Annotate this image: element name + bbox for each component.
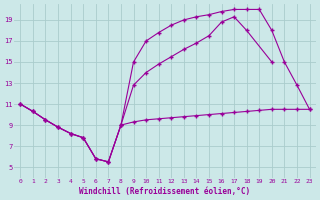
X-axis label: Windchill (Refroidissement éolien,°C): Windchill (Refroidissement éolien,°C) — [79, 187, 251, 196]
